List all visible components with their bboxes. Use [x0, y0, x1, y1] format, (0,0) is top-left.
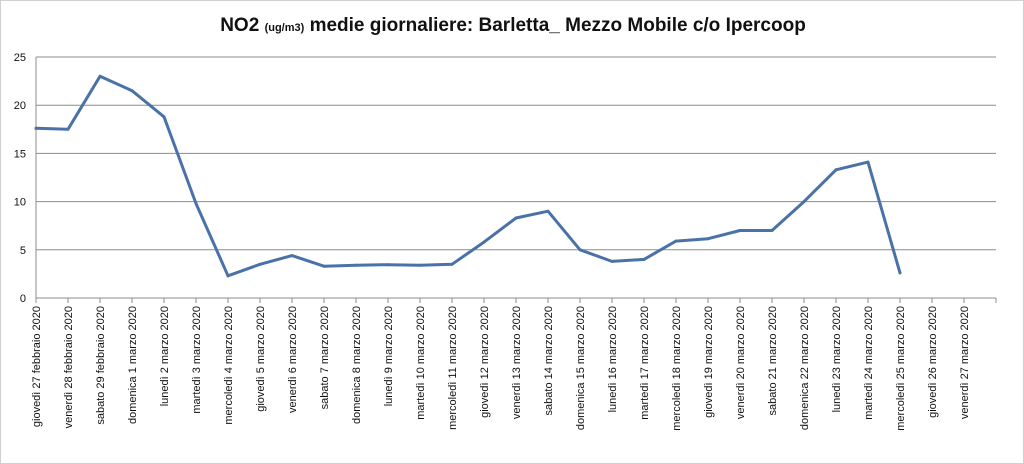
data-point-15	[514, 216, 518, 220]
x-tick-label-11: lunedì 9 marzo 2020	[383, 306, 395, 406]
y-tick-label-25: 25	[14, 52, 26, 64]
data-point-26	[866, 160, 870, 164]
x-tick-label-3: domenica 1 marzo 2020	[127, 306, 139, 424]
x-tick-label-27: mercoledì 25 marzo 2020	[895, 306, 907, 431]
data-point-18	[610, 259, 614, 263]
data-point-6	[226, 274, 230, 278]
data-point-14	[482, 240, 486, 244]
data-point-20	[674, 239, 678, 243]
x-tick-label-21: giovedì 19 marzo 2020	[703, 306, 715, 418]
data-point-17	[578, 248, 582, 252]
x-tick-label-22: venerdì 20 marzo 2020	[735, 306, 747, 419]
x-tick-label-17: domenica 15 marzo 2020	[575, 306, 587, 430]
x-tick-label-0: giovedì 27 febbraio 2020	[31, 306, 43, 427]
x-tick-label-23: sabato 21 marzo 2020	[767, 306, 779, 415]
x-tick-label-25: lunedì 23 marzo 2020	[831, 306, 843, 412]
x-tick-label-20: mercoledì 18 marzo 2020	[671, 306, 683, 431]
x-tick-label-5: martedì 3 marzo 2020	[191, 306, 203, 414]
data-point-24	[802, 200, 806, 204]
data-point-13	[450, 262, 454, 266]
data-point-9	[322, 264, 326, 268]
x-tick-label-29: venerdì 27 marzo 2020	[959, 306, 971, 419]
data-point-7	[258, 262, 262, 266]
x-tick-label-10: domenica 8 marzo 2020	[351, 306, 363, 424]
data-point-23	[770, 229, 774, 233]
gridlines	[36, 56, 996, 251]
x-tick-label-13: mercoledì 11 marzo 2020	[447, 306, 459, 430]
data-point-2	[98, 74, 102, 78]
x-tick-label-12: martedì 10 marzo 2020	[415, 306, 427, 420]
data-point-21	[706, 237, 710, 241]
data-point-3	[130, 89, 134, 93]
data-point-27	[898, 271, 902, 275]
x-tick-label-4: lunedì 2 marzo 2020	[159, 306, 171, 406]
x-tick-label-26: martedì 24 marzo 2020	[863, 306, 875, 420]
y-axis: 0 5 10 15 20 25	[14, 52, 37, 305]
chart-title-unit: (ug/m3)	[264, 22, 305, 34]
y-tick-label-15: 15	[14, 148, 26, 160]
series-line-no2	[34, 74, 902, 278]
data-point-11	[386, 263, 390, 267]
y-tick-label-0: 0	[20, 293, 26, 305]
data-point-16	[546, 209, 550, 213]
data-point-8	[290, 254, 294, 258]
x-tick-label-6: mercoledì 4 marzo 2020	[223, 306, 235, 425]
data-point-10	[354, 263, 358, 267]
chart-title-main: NO2	[220, 15, 260, 36]
chart-title: NO2 (ug/m3) medie giornaliere: Barletta_…	[1, 15, 1024, 37]
data-point-1	[66, 127, 70, 131]
data-point-12	[418, 263, 422, 267]
y-tick-label-10: 10	[14, 197, 26, 209]
x-tick-label-14: giovedì 12 marzo 2020	[479, 306, 491, 418]
x-tick-label-18: lunedì 16 marzo 2020	[607, 306, 619, 412]
x-tick-label-8: venerdì 6 marzo 2020	[287, 306, 299, 413]
series-no2	[34, 74, 902, 278]
data-point-25	[834, 168, 838, 172]
data-point-22	[738, 229, 742, 233]
y-tick-label-20: 20	[14, 100, 26, 112]
x-axis: giovedì 27 febbraio 2020 venerdì 28 febbr…	[31, 297, 997, 431]
x-tick-label-16: sabato 14 marzo 2020	[543, 306, 555, 415]
x-tick-label-28: giovedì 26 marzo 2020	[927, 306, 939, 418]
x-tick-label-7: giovedì 5 marzo 2020	[255, 306, 267, 412]
x-tick-label-24: domenica 22 marzo 2020	[799, 306, 811, 430]
data-point-5	[194, 202, 198, 206]
x-tick-label-2: sabato 29 febbraio 2020	[95, 306, 107, 425]
x-tick-label-1: venerdì 28 febbraio 2020	[63, 306, 75, 428]
x-tick-label-9: sabato 7 marzo 2020	[319, 306, 331, 409]
data-point-19	[642, 257, 646, 261]
chart-title-rest: medie giornaliere: Barletta_ Mezzo Mobil…	[309, 15, 806, 36]
x-tick-label-15: venerdì 13 marzo 2020	[511, 306, 523, 419]
x-tick-label-19: martedì 17 marzo 2020	[639, 306, 651, 420]
data-point-4	[162, 115, 166, 119]
data-point-0	[34, 126, 38, 130]
y-tick-label-5: 5	[20, 245, 26, 257]
